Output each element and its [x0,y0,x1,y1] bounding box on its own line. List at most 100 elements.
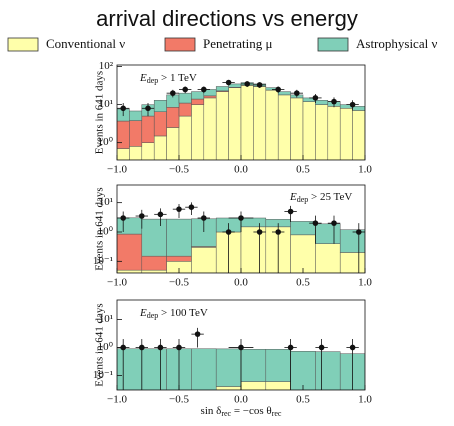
annotation-sub: dep [147,311,159,320]
data-point [244,81,250,87]
bar [178,115,192,160]
data-point [287,344,294,351]
y-tick-label: 10¹ [99,313,113,325]
x-tick-label: −1.0 [107,394,127,406]
data-point [139,344,145,351]
bar [166,107,180,128]
y-axis-label: Events in 641 days [94,71,106,154]
bar [215,386,242,390]
bar [277,94,291,160]
data-point [225,229,232,235]
legend-label: Astrophysical ν [356,36,437,51]
data-point [238,344,244,351]
data-point [225,79,232,86]
bar [117,269,143,273]
data-point [201,215,207,221]
x-tick-label: 1.0 [358,164,372,176]
bar [191,247,217,273]
bar [141,218,167,257]
data-point [312,220,319,226]
x-tick-label: 0.0 [234,164,248,176]
annotation-text: > 100 TeV [158,307,208,319]
bar [302,101,316,160]
x-label-sub: rec [272,409,282,418]
bar [166,255,192,262]
legend-swatch [164,37,196,52]
bar [215,348,242,387]
x-tick-label: 1.0 [358,277,372,289]
bar [153,111,167,137]
y-axis-label: Events in 641 days [94,187,106,270]
y-axis-label: Events in 641 days [94,303,106,386]
bar [339,252,365,273]
plot-area [117,202,365,273]
data-point [312,95,319,101]
bar [141,115,155,143]
x-label-sub: rec [221,409,231,418]
bar [228,87,242,160]
data-point [120,105,126,112]
y-tick-label: 10⁰ [98,226,114,238]
bar [191,348,217,390]
annotation-symbol: E [289,191,297,203]
data-point [157,344,164,351]
bar [290,351,316,390]
bar [166,218,192,257]
x-tick-label: −1.0 [107,277,127,289]
x-tick-label: 0.5 [296,394,310,406]
bar [339,108,353,160]
bar [153,100,167,112]
bar [215,91,229,160]
bar [352,106,365,111]
data-point [294,90,300,96]
annotation-text: > 1 TeV [158,72,197,84]
annotation-text: > 25 TeV [308,191,352,203]
bar [352,110,365,160]
bar [203,95,217,99]
x-label-part: = −cos θ [231,405,272,417]
bar [315,351,341,390]
plot-area [117,327,365,390]
bar [265,349,291,382]
y-tick-label: 10⁻¹ [93,369,113,381]
bar [141,348,167,390]
bar [265,381,291,390]
data-point [157,211,164,218]
data-point [194,331,201,337]
bar [277,91,291,96]
data-point [275,86,282,93]
data-point [120,215,126,221]
bar [191,91,205,100]
y-tick-label: 10¹ [99,98,113,110]
data-point [238,215,244,221]
annotation-symbol: E [139,307,147,319]
data-point [287,208,294,215]
data-point [139,213,145,219]
bar [265,89,279,160]
bar [129,110,143,121]
bar [203,97,217,160]
data-point [176,206,182,212]
bar [141,255,167,271]
data-point [256,82,263,88]
bar [290,234,316,273]
y-tick-label: 10⁰ [98,136,114,148]
data-point [356,229,362,235]
bar [117,148,130,160]
data-point [120,344,126,351]
bar [315,243,341,273]
annotation-symbol: E [139,72,147,84]
bar [166,127,180,160]
legend-swatch [7,37,39,52]
x-tick-label: −0.5 [169,394,189,406]
x-tick-label: −1.0 [107,164,127,176]
data-point [331,98,337,105]
bar [191,104,205,160]
bar [178,102,192,117]
data-point [176,344,182,351]
x-tick-label: 0.5 [296,277,310,289]
bar [327,106,341,160]
annotation: Edep > 25 TeV [289,191,352,204]
y-tick-label: 10² [99,60,114,72]
